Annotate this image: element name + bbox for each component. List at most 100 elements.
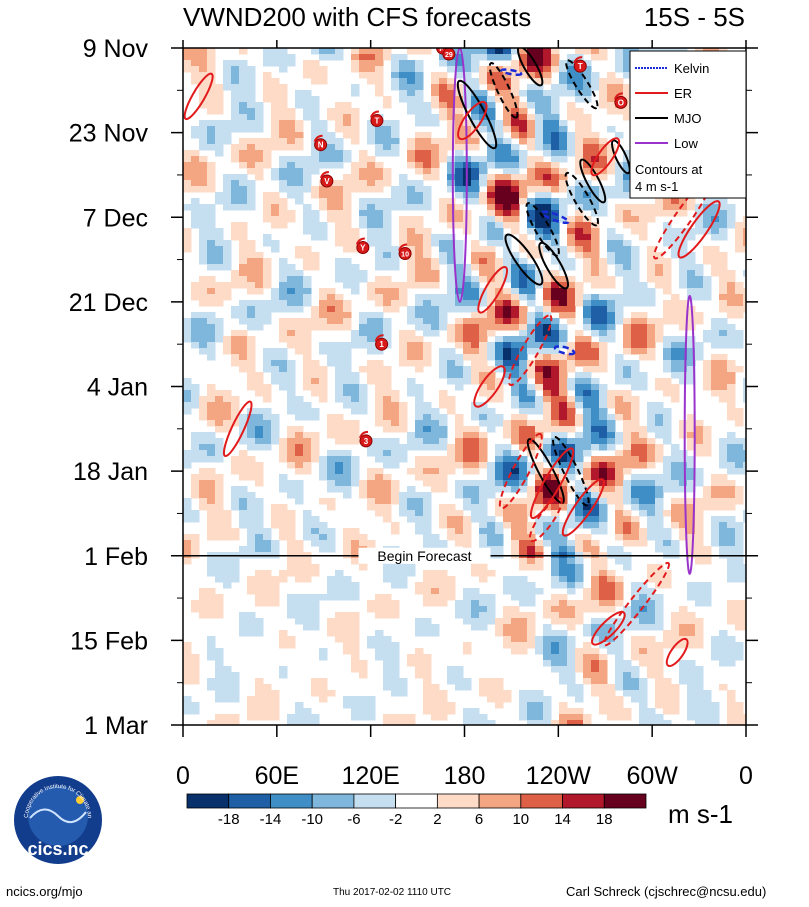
shading-cell [639, 210, 648, 217]
shading-cell [727, 312, 736, 319]
shading-cell [311, 210, 320, 217]
shading-cell [583, 78, 592, 85]
shading-cell [479, 456, 488, 463]
shading-cell [511, 360, 520, 367]
shading-cell [655, 684, 664, 691]
shading-cell [679, 210, 688, 217]
shading-cell [663, 318, 672, 325]
shading-cell [471, 480, 480, 487]
shading-cell [383, 426, 392, 433]
shading-cell [455, 420, 464, 427]
shading-cell [431, 624, 440, 631]
shading-cell [295, 156, 304, 163]
shading-cell [519, 534, 528, 541]
shading-cell [679, 264, 688, 271]
shading-cell [447, 672, 456, 679]
shading-cell [559, 66, 568, 73]
shading-cell [543, 480, 552, 487]
shading-cell [279, 84, 288, 91]
shading-cell [487, 492, 496, 499]
shading-cell [615, 66, 624, 73]
shading-cell [591, 444, 600, 451]
shading-cell [583, 312, 592, 319]
shading-cell [727, 432, 736, 439]
shading-cell [447, 60, 456, 67]
shading-cell [663, 210, 672, 217]
shading-cell [327, 468, 336, 475]
shading-cell [191, 396, 200, 403]
shading-cell [439, 540, 448, 547]
shading-cell [415, 66, 424, 73]
shading-cell [407, 90, 416, 97]
shading-cell [591, 558, 600, 565]
shading-cell [535, 180, 544, 187]
shading-cell [607, 234, 616, 241]
shading-cell [319, 648, 328, 655]
shading-cell [711, 486, 720, 493]
shading-cell [231, 234, 240, 241]
shading-cell [399, 90, 408, 97]
shading-cell [727, 450, 736, 457]
shading-cell [583, 96, 592, 103]
shading-cell [615, 696, 624, 703]
shading-cell [679, 624, 688, 631]
shading-cell [263, 594, 272, 601]
shading-cell [415, 660, 424, 667]
shading-cell [679, 516, 688, 523]
shading-cell [511, 288, 520, 295]
shading-cell [399, 492, 408, 499]
shading-cell [551, 180, 560, 187]
shading-cell [559, 126, 568, 133]
shading-cell [423, 540, 432, 547]
shading-cell [207, 594, 216, 601]
shading-cell [487, 318, 496, 325]
shading-cell [231, 174, 240, 181]
shading-cell [671, 636, 680, 643]
shading-cell [543, 126, 552, 133]
shading-cell [495, 174, 504, 181]
shading-cell [423, 630, 432, 637]
shading-cell [463, 72, 472, 79]
shading-cell [559, 360, 568, 367]
shading-cell [711, 504, 720, 511]
shading-cell [487, 180, 496, 187]
shading-cell [535, 174, 544, 181]
shading-cell [671, 468, 680, 475]
shading-cell [455, 384, 464, 391]
shading-cell [623, 204, 632, 211]
shading-cell [551, 666, 560, 673]
shading-cell [575, 534, 584, 541]
shading-cell [567, 384, 576, 391]
shading-cell [575, 300, 584, 307]
shading-cell [455, 528, 464, 535]
shading-cell [591, 624, 600, 631]
shading-cell [583, 276, 592, 283]
shading-cell [727, 558, 736, 565]
shading-cell [471, 288, 480, 295]
shading-cell [671, 450, 680, 457]
shading-cell [559, 198, 568, 205]
shading-cell [255, 510, 264, 517]
shading-cell [255, 624, 264, 631]
shading-cell [519, 66, 528, 73]
shading-cell [335, 108, 344, 115]
shading-cell [511, 546, 520, 553]
shading-cell [295, 330, 304, 337]
shading-cell [575, 144, 584, 151]
shading-cell [719, 330, 728, 337]
shading-cell [567, 450, 576, 457]
shading-cell [535, 228, 544, 235]
shading-cell [583, 342, 592, 349]
shading-cell [583, 258, 592, 265]
shading-cell [247, 240, 256, 247]
shading-cell [231, 306, 240, 313]
shading-cell [287, 384, 296, 391]
shading-cell [239, 84, 248, 91]
shading-cell [343, 198, 352, 205]
shading-cell [343, 180, 352, 187]
shading-cell [215, 660, 224, 667]
shading-cell [615, 654, 624, 661]
shading-cell [535, 564, 544, 571]
shading-cell [487, 240, 496, 247]
shading-cell [535, 528, 544, 535]
